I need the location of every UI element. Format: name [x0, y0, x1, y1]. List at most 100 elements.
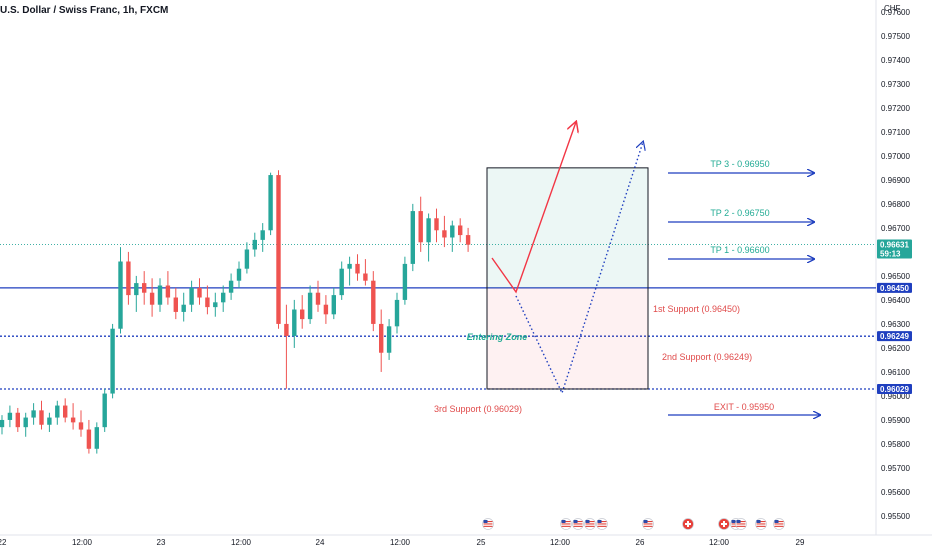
us-flag-icon[interactable]	[773, 518, 785, 530]
support-1-tag	[877, 282, 912, 293]
candle-body	[363, 273, 368, 281]
chart-title: U.S. Dollar / Swiss Franc, 1h, FXCM	[0, 5, 169, 16]
candle-body	[442, 230, 447, 238]
x-tick-label: 23	[157, 538, 166, 547]
candle-body	[307, 292, 313, 320]
x-tick-label: 12:00	[231, 538, 252, 547]
candle-body	[197, 287, 202, 298]
canton	[483, 520, 488, 523]
canton	[774, 520, 779, 523]
profit-zone	[487, 167, 648, 288]
candle-body	[23, 417, 28, 428]
swiss-flag-icon[interactable]	[682, 518, 694, 530]
candle-body	[458, 225, 463, 236]
us-flag-icon[interactable]	[735, 518, 747, 530]
candle-body	[228, 280, 234, 293]
us-flag-icon[interactable]	[584, 518, 596, 530]
stripe	[573, 523, 583, 525]
candle-body	[94, 427, 99, 449]
candle-body	[39, 410, 44, 425]
stripe	[774, 521, 784, 523]
y-tick-label: 0.95700	[881, 464, 910, 473]
support-3-tag	[877, 383, 912, 394]
candle-body	[78, 422, 84, 430]
x-tick-label: 24	[316, 538, 325, 547]
stripe	[483, 525, 493, 527]
stripe	[643, 521, 653, 523]
y-tick-label: 0.97300	[881, 80, 910, 89]
y-tick-label: 0.95800	[881, 440, 910, 449]
support-2-label: 2nd Support (0.96249)	[662, 352, 752, 362]
candle-body	[252, 239, 257, 250]
time-axis[interactable]: 22 12:00 23 12:00 24 12:00 25 12:00 26 12:00 29	[0, 534, 932, 547]
candle-body	[189, 287, 194, 305]
support-3-tag-text: 0.96029	[880, 385, 909, 394]
candle-body	[434, 218, 439, 231]
stripe	[736, 525, 746, 527]
candle-body	[292, 309, 297, 336]
candle-body	[31, 410, 36, 418]
stripe	[483, 523, 493, 525]
candle-body	[15, 412, 20, 428]
drawings[interactable]: TP 3 - 0.96950 TP 2 - 0.96750 TP 1 - 0.966…	[434, 122, 820, 415]
y-tick-label: 0.96300	[881, 320, 910, 329]
stripe	[585, 521, 595, 523]
us-flag-icon[interactable]	[755, 518, 767, 530]
x-tick-label: 12:00	[390, 538, 411, 547]
exit-label: EXIT - 0.95950	[714, 402, 774, 412]
swiss-flag-icon[interactable]	[718, 518, 730, 530]
tp3-label: TP 3 - 0.96950	[710, 159, 769, 169]
event-markers[interactable]	[482, 518, 785, 530]
stripe	[774, 525, 784, 527]
candle-body	[70, 417, 76, 423]
candle-body	[315, 292, 321, 305]
y-tick-label: 0.97000	[881, 152, 910, 161]
stripe	[597, 521, 607, 523]
us-flag-icon[interactable]	[560, 518, 572, 530]
candle-body	[118, 261, 123, 329]
candle-body	[0, 419, 5, 428]
y-tick-label: 0.97100	[881, 128, 910, 137]
stripe	[643, 525, 653, 527]
candle-body	[157, 285, 163, 305]
candle-body	[426, 218, 431, 243]
y-tick-label: 0.97200	[881, 104, 910, 113]
us-flag-icon[interactable]	[596, 518, 608, 530]
x-tick-label: 12:00	[709, 538, 730, 547]
candle-body	[410, 211, 415, 264]
stripe	[756, 523, 766, 525]
candle-body	[86, 429, 92, 449]
y-tick-label: 0.96500	[881, 272, 910, 281]
stripe	[585, 523, 595, 525]
candle-body	[355, 263, 360, 274]
us-flag-icon[interactable]	[482, 518, 494, 530]
candle-body	[181, 304, 186, 312]
candle-body	[221, 292, 226, 303]
candle-body	[323, 304, 329, 315]
stripe	[561, 525, 571, 527]
candle-body	[205, 297, 210, 308]
candles-group	[0, 170, 471, 454]
candle-body	[110, 328, 115, 394]
y-tick-label: 0.96100	[881, 368, 910, 377]
canton	[585, 520, 590, 523]
y-tick-label: 0.96900	[881, 176, 910, 185]
candle-body	[149, 292, 155, 305]
stripe	[774, 523, 784, 525]
canton	[573, 520, 578, 523]
us-flag-icon[interactable]	[642, 518, 654, 530]
candle-body	[276, 175, 281, 324]
candle-body	[418, 211, 423, 243]
candle-body	[47, 417, 52, 425]
stripe	[573, 525, 583, 527]
position-tool[interactable]	[486, 167, 649, 390]
projection-red-arrow[interactable]	[491, 122, 576, 294]
candle-body	[244, 249, 250, 269]
support-1-tag-text: 0.96450	[880, 284, 909, 293]
position-box[interactable]	[486, 167, 649, 390]
y-tick-label: 0.96200	[881, 344, 910, 353]
candle-body	[126, 261, 131, 296]
us-flag-icon[interactable]	[572, 518, 584, 530]
